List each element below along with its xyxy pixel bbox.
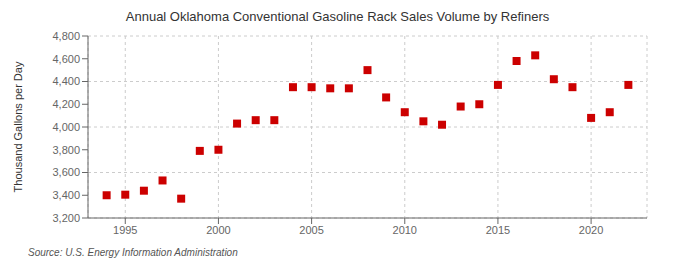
html-text:Source: U.S. Energy Informatio: Source: U.S. Energy Information Administ… [28,247,238,258]
svg-text:4,200: 4,200 [52,98,80,110]
svg-text:3,400: 3,400 [52,189,80,201]
svg-text:4,600: 4,600 [52,53,80,65]
svg-text:2015: 2015 [486,224,510,236]
svg-text:3,800: 3,800 [52,144,80,156]
svg-text:2020: 2020 [579,224,603,236]
svg-text:4,800: 4,800 [52,30,80,42]
svg-text:4,000: 4,000 [52,121,80,133]
svg-text:Thousand Gallons per Day: Thousand Gallons per Day [12,61,24,192]
svg-text:2005: 2005 [299,224,323,236]
svg-text:2000: 2000 [206,224,230,236]
svg-text:1995: 1995 [113,224,137,236]
html-text:Annual Oklahoma Conventional G: Annual Oklahoma Conventional Gasoline Ra… [125,9,550,24]
svg-text:4,400: 4,400 [52,75,80,87]
svg-text:3,200: 3,200 [52,212,80,224]
svg-text:2010: 2010 [393,224,417,236]
svg-text:3,600: 3,600 [52,166,80,178]
